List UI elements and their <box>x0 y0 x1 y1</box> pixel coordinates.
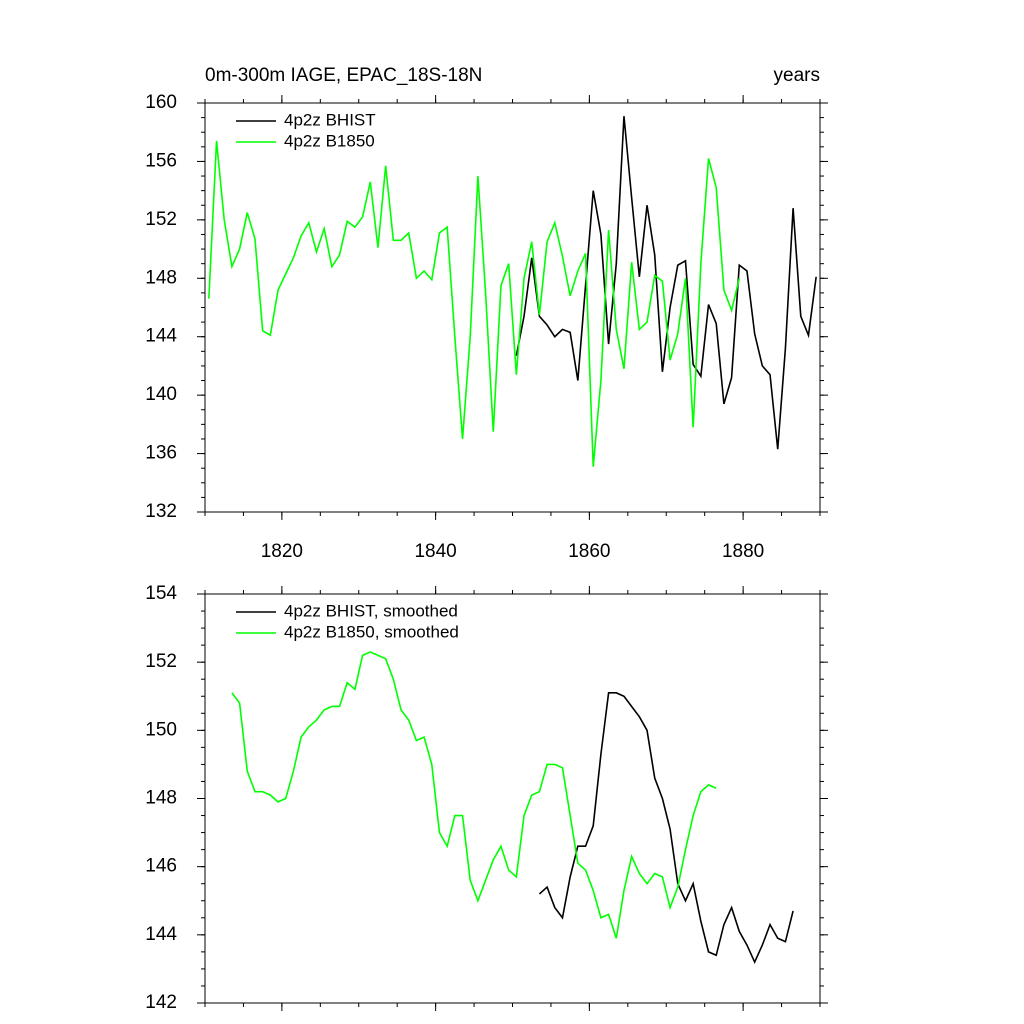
x-tick-label: 1840 <box>414 541 456 562</box>
y-tick-label: 144 <box>145 924 177 945</box>
legend-label: 4p2z BHIST, smoothed <box>284 601 458 620</box>
legend-label: 4p2z BHIST <box>284 110 376 129</box>
y-tick-label: 160 <box>145 92 177 113</box>
y-tick-label: 150 <box>145 719 177 740</box>
x-tick-label: 1860 <box>568 541 610 562</box>
y-tick-label: 146 <box>145 856 177 877</box>
y-tick-label: 136 <box>145 443 177 464</box>
chart-subtitle: years <box>774 65 820 86</box>
y-tick-label: 142 <box>145 992 177 1013</box>
series-line <box>538 692 794 965</box>
x-tick-label: 1820 <box>261 541 303 562</box>
series-line <box>515 116 817 450</box>
y-tick-label: 154 <box>145 583 177 604</box>
plot-frame <box>204 593 821 1004</box>
series-line <box>231 651 717 939</box>
y-tick-label: 152 <box>145 209 177 230</box>
series-line <box>208 140 741 467</box>
y-tick-label: 152 <box>145 651 177 672</box>
y-tick-label: 140 <box>145 384 177 405</box>
plot-frame <box>204 102 821 513</box>
chart-title: 0m-300m IAGE, EPAC_18S-18N <box>205 65 482 86</box>
y-tick-label: 132 <box>145 501 177 522</box>
y-tick-label: 148 <box>145 788 177 809</box>
x-tick-label: 1880 <box>722 541 764 562</box>
legend-label: 4p2z B1850 <box>284 131 375 150</box>
y-tick-label: 144 <box>145 326 177 347</box>
legend-label: 4p2z B1850, smoothed <box>284 622 459 641</box>
y-tick-label: 156 <box>145 150 177 171</box>
y-tick-label: 148 <box>145 267 177 288</box>
